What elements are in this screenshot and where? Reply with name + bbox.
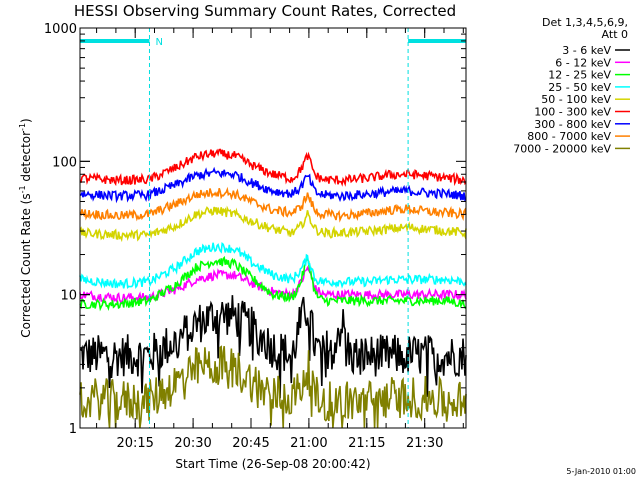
legend-label-7000-20000-kev: 7000 - 20000 keV — [513, 142, 611, 155]
series-line-25-50-kev — [79, 241, 467, 290]
series-line-3-6-kev — [79, 295, 467, 399]
legend-label-100-300-kev: 100 - 300 keV — [534, 106, 611, 119]
x-tick-label: 21:30 — [406, 436, 443, 451]
plot-frame — [79, 27, 467, 429]
chart-title: HESSI Observing Summary Count Rates, Cor… — [74, 2, 456, 20]
series-line-12-25-kev — [79, 255, 467, 312]
legend-label-300-800-kev: 300 - 800 keV — [534, 118, 611, 131]
series-line-50-100-kev — [79, 205, 467, 243]
y-axis-label: Corrected Count Rate (s-1 detector-1) — [18, 118, 33, 337]
series-line-100-300-kev — [79, 148, 467, 187]
legend-label-50-100-kev: 50 - 100 keV — [541, 93, 611, 106]
legend-label-12-25-kev: 12 - 25 keV — [548, 69, 611, 82]
series-line-7000-20000-kev — [79, 345, 467, 429]
y-tick-label: 1000 — [44, 22, 77, 37]
night-marker-label: N — [155, 37, 162, 48]
x-tick-label: 20:30 — [174, 436, 211, 451]
legend-label-3-6-kev: 3 - 6 keV — [562, 44, 611, 57]
plot-area: N 1 10 100 1000 20:15 20:30 20:45 21:00 21:15 21:3… — [44, 22, 467, 451]
x-axis-label: Start Time (26-Sep-08 20:00:42) — [175, 457, 370, 471]
y-tick-label: 10 — [60, 289, 77, 304]
x-tick-label: 21:00 — [290, 436, 327, 451]
x-tick-label: 20:45 — [232, 436, 269, 451]
series-line-800-7000-kev — [79, 186, 467, 223]
y-tick-label: 1 — [69, 422, 77, 437]
x-tick-label: 21:15 — [348, 436, 385, 451]
legend-header-line-1: Det 1,3,4,5,6,9, — [542, 16, 628, 29]
legend-label-6-12-kev: 6 - 12 keV — [555, 56, 611, 69]
legend-label-25-50-kev: 25 - 50 keV — [548, 81, 611, 94]
y-tick-label: 100 — [52, 155, 77, 170]
legend-label-800-7000-kev: 800 - 7000 keV — [527, 130, 611, 143]
series-line-300-800-kev — [79, 166, 467, 204]
timestamp: 5-Jan-2010 01:00 — [566, 467, 636, 476]
legend-header-line-2: Att 0 — [602, 28, 628, 41]
x-tick-label: 20:15 — [116, 436, 153, 451]
